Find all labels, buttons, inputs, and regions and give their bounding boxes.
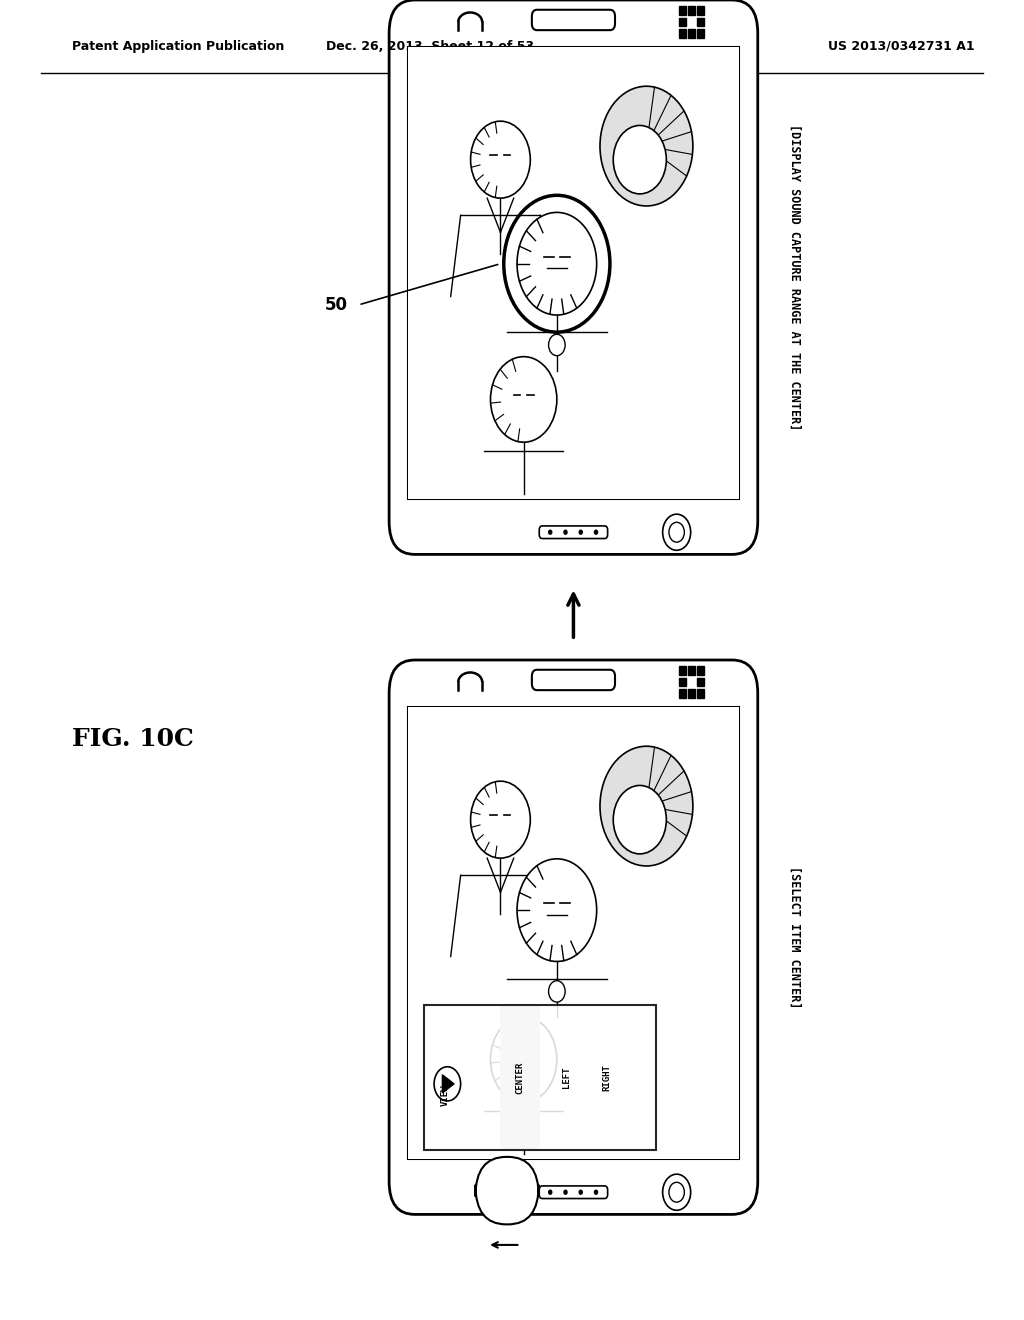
Text: 50: 50 <box>326 296 348 314</box>
Bar <box>697 29 703 38</box>
Circle shape <box>595 1191 598 1195</box>
Bar <box>501 1005 541 1150</box>
FancyBboxPatch shape <box>389 0 758 554</box>
Bar <box>697 667 703 675</box>
Bar <box>679 7 686 15</box>
Bar <box>679 667 686 675</box>
Circle shape <box>595 531 598 535</box>
Circle shape <box>490 1016 557 1102</box>
Circle shape <box>549 334 565 355</box>
FancyBboxPatch shape <box>475 1156 539 1225</box>
Bar <box>697 689 703 698</box>
FancyBboxPatch shape <box>531 9 615 30</box>
Circle shape <box>580 1191 583 1195</box>
Circle shape <box>613 125 667 194</box>
Bar <box>408 46 739 499</box>
Bar <box>697 18 703 26</box>
Circle shape <box>490 356 557 442</box>
Text: FIG. 10C: FIG. 10C <box>72 727 195 751</box>
Circle shape <box>663 515 690 550</box>
Bar <box>688 29 694 38</box>
Circle shape <box>517 859 597 961</box>
Circle shape <box>434 1067 461 1101</box>
Text: Patent Application Publication: Patent Application Publication <box>72 40 284 53</box>
Bar <box>679 18 686 26</box>
Text: RIGHT: RIGHT <box>602 1064 611 1090</box>
Bar <box>679 678 686 686</box>
Bar <box>697 678 703 686</box>
Circle shape <box>471 781 530 858</box>
Bar <box>688 689 694 698</box>
FancyBboxPatch shape <box>389 660 758 1214</box>
Text: US 2013/0342731 A1: US 2013/0342731 A1 <box>827 40 975 53</box>
Bar <box>688 667 694 675</box>
Text: CENTER: CENTER <box>516 1061 525 1094</box>
Circle shape <box>580 531 583 535</box>
Bar <box>688 7 694 15</box>
Circle shape <box>669 1183 684 1203</box>
Bar <box>408 706 739 1159</box>
Circle shape <box>549 531 552 535</box>
Circle shape <box>549 1191 552 1195</box>
Circle shape <box>613 785 667 854</box>
Bar <box>424 1005 656 1150</box>
Circle shape <box>600 746 693 866</box>
Circle shape <box>600 86 693 206</box>
Circle shape <box>549 981 565 1002</box>
Bar <box>408 46 739 499</box>
FancyBboxPatch shape <box>540 1185 607 1199</box>
Circle shape <box>471 121 530 198</box>
FancyBboxPatch shape <box>531 669 615 690</box>
Text: Dec. 26, 2013  Sheet 12 of 53: Dec. 26, 2013 Sheet 12 of 53 <box>326 40 535 53</box>
Bar <box>697 7 703 15</box>
Bar <box>679 689 686 698</box>
Circle shape <box>663 1175 690 1210</box>
Circle shape <box>517 213 597 315</box>
Bar <box>679 29 686 38</box>
Circle shape <box>564 1191 567 1195</box>
Text: VIEW: VIEW <box>440 1085 450 1106</box>
Polygon shape <box>442 1074 454 1093</box>
FancyBboxPatch shape <box>540 525 607 539</box>
Text: [SELECT ITEM CENTER]: [SELECT ITEM CENTER] <box>788 866 802 1008</box>
Circle shape <box>564 531 567 535</box>
Bar <box>408 706 739 1159</box>
Circle shape <box>669 523 684 543</box>
Text: LEFT: LEFT <box>562 1067 571 1088</box>
Text: [DISPLAY SOUND CAPTURE RANGE AT THE CENTER]: [DISPLAY SOUND CAPTURE RANGE AT THE CENT… <box>788 124 802 430</box>
